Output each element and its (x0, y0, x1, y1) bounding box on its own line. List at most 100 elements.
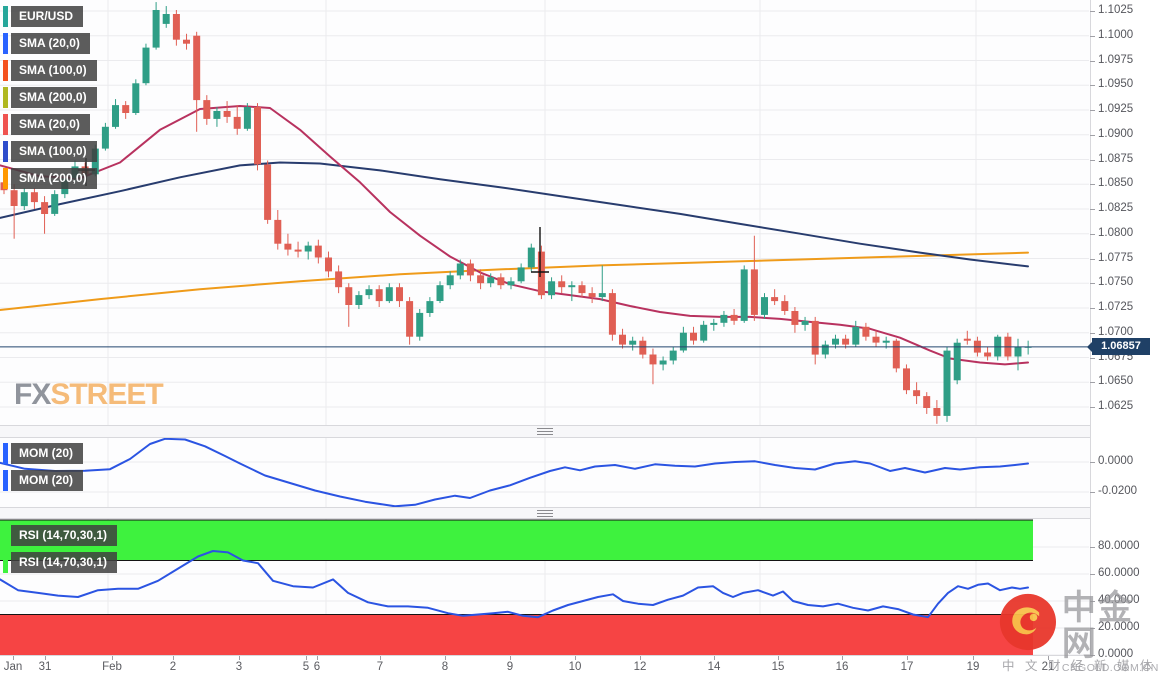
cngold-logo-domain: CNGOLD.COM.CN (1061, 662, 1159, 674)
price-axis-tick (1090, 60, 1095, 62)
price-axis-label: 1.1025 (1098, 4, 1134, 16)
price-axis-label: 0.0000 (1098, 455, 1134, 467)
main-legend-3[interactable]: SMA (200,0) (3, 87, 97, 108)
mom-plot-canvas[interactable] (0, 438, 1090, 507)
date-axis-tick (973, 656, 974, 660)
price-axis-label: 1.0775 (1098, 251, 1134, 264)
price-axis-label: 1.1000 (1098, 28, 1134, 41)
date-axis-tick (317, 656, 318, 660)
price-axis-tick (1090, 11, 1095, 12)
price-axis-label: 1.0850 (1098, 177, 1134, 190)
mom-legend-label: MOM (20) (11, 470, 83, 491)
price-axis-tick (1090, 85, 1095, 87)
price-axis-tick (1090, 332, 1095, 334)
cngold-logo-tagline: 中 文 财 经 新 媒 体 (1002, 659, 1156, 673)
price-axis-tick (1090, 159, 1095, 161)
date-axis-label: 5 (302, 661, 310, 673)
axis-border (1090, 0, 1091, 656)
date-axis-label: 17 (900, 661, 914, 673)
price-axis-label: 20.0000 (1098, 621, 1140, 633)
date-axis-label: 12 (633, 661, 647, 673)
date-axis-tick (714, 656, 715, 660)
price-axis-tick (1090, 258, 1095, 260)
price-axis-tick (1090, 462, 1095, 463)
price-axis-tick (1090, 357, 1095, 359)
panel-border (0, 437, 1090, 438)
mom-legend-colorbar (3, 470, 8, 491)
price-axis-label: 1.0800 (1098, 226, 1134, 239)
main-legend-2[interactable]: SMA (100,0) (3, 60, 97, 81)
rsi-legend-label: RSI (14,70,30,1) (11, 552, 118, 573)
date-axis-label: 19 (966, 661, 980, 673)
date-axis-label: 8 (441, 661, 449, 673)
date-axis-label: 9 (506, 661, 514, 673)
price-axis-label: 1.0725 (1098, 301, 1134, 313)
price-axis-tick (1090, 134, 1095, 136)
date-axis-label: 21 (1041, 661, 1055, 673)
date-axis-tick (575, 656, 576, 660)
rsi-legend-colorbar (3, 525, 8, 546)
resize-handle-icon[interactable] (537, 428, 553, 435)
date-axis-tick (1048, 656, 1049, 660)
price-axis-label: 1.0625 (1098, 400, 1134, 412)
price-axis-tick (1090, 308, 1095, 309)
price-axis-label: 40.0000 (1098, 594, 1140, 606)
rsi-legend-1[interactable]: RSI (14,70,30,1) (3, 552, 118, 573)
panel-border (0, 425, 1090, 426)
price-axis-tick (1090, 547, 1095, 548)
date-axis-label: 10 (568, 661, 582, 673)
date-axis-tick (380, 656, 381, 660)
date-axis-tick (173, 656, 174, 660)
date-axis-tick (778, 656, 779, 660)
price-axis-tick (1090, 407, 1095, 408)
main-legend-6[interactable]: SMA (200,0) (3, 168, 97, 189)
rsi-legend-0[interactable]: RSI (14,70,30,1) (3, 525, 118, 546)
price-axis-tick (1090, 35, 1095, 37)
date-axis-label: 16 (835, 661, 849, 673)
date-axis-tick (239, 656, 240, 660)
main-legend-1[interactable]: SMA (20,0) (3, 33, 90, 54)
fxstreet-street-text: STREET (50, 378, 163, 411)
date-axis-label: 7 (376, 661, 384, 673)
date-axis-tick (842, 656, 843, 660)
price-axis-tick (1090, 209, 1095, 210)
date-axis-label: Feb (102, 661, 122, 673)
date-axis-label: 14 (707, 661, 721, 673)
mom-legend-1[interactable]: MOM (20) (3, 470, 83, 491)
rsi-legend-label: RSI (14,70,30,1) (11, 525, 118, 546)
date-axis-tick (306, 656, 307, 660)
main-legend-4[interactable]: SMA (20,0) (3, 114, 90, 135)
price-axis-label: 1.0950 (1098, 78, 1134, 91)
date-axis-tick (112, 656, 113, 660)
panel-border (0, 507, 1090, 508)
main-plot-canvas[interactable] (0, 0, 1090, 425)
price-axis-label: 1.0925 (1098, 103, 1134, 115)
date-axis-label: 2 (169, 661, 177, 673)
main-legend-5[interactable]: SMA (100,0) (3, 141, 97, 162)
last-price-tag: 1.06857 (1087, 338, 1150, 356)
price-axis-tick (1090, 110, 1095, 111)
fxstreet-fx-text: FX (14, 378, 51, 411)
main-legend-colorbar (3, 168, 8, 189)
price-axis-label: 1.0875 (1098, 152, 1134, 165)
price-axis-label: 80.0000 (1098, 540, 1140, 552)
main-legend-0[interactable]: EUR/USD (3, 6, 84, 27)
date-axis-tick (445, 656, 446, 660)
main-legend-label: SMA (100,0) (11, 60, 97, 81)
main-legend-label: SMA (200,0) (11, 168, 97, 189)
price-axis-tick (1090, 628, 1095, 629)
main-legend-label: EUR/USD (11, 6, 84, 27)
price-axis-label: 1.0975 (1098, 53, 1134, 66)
date-axis-label: Jan (3, 661, 23, 673)
price-axis-tick (1090, 283, 1095, 285)
date-axis-tick (640, 656, 641, 660)
main-legend-colorbar (3, 33, 8, 54)
date-axis-label: 3 (235, 661, 243, 673)
date-axis-tick (907, 656, 908, 660)
price-axis-tick (1090, 233, 1095, 235)
rsi-plot-canvas[interactable] (0, 519, 1090, 655)
mom-legend-0[interactable]: MOM (20) (3, 443, 83, 464)
resize-handle-icon[interactable] (537, 510, 553, 517)
main-legend-label: SMA (20,0) (11, 33, 90, 54)
